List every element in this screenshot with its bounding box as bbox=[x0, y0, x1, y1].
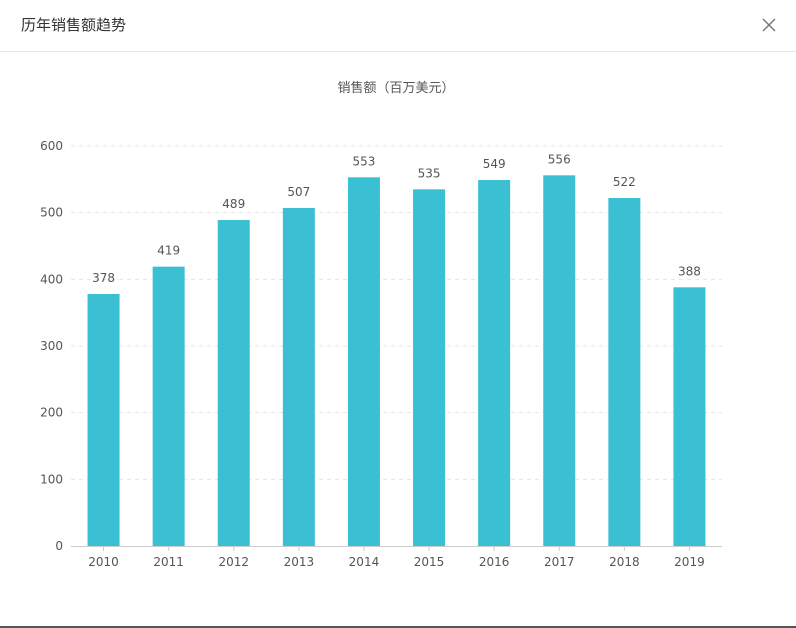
x-tick-label: 2015 bbox=[414, 555, 445, 569]
x-tick-label: 2012 bbox=[218, 555, 249, 569]
data-label: 489 bbox=[222, 197, 245, 211]
x-tick-label: 2013 bbox=[284, 555, 315, 569]
bar bbox=[152, 266, 185, 546]
y-tick-label: 500 bbox=[40, 206, 63, 220]
bar bbox=[217, 220, 250, 546]
y-tick-label: 600 bbox=[40, 139, 63, 153]
close-icon[interactable] bbox=[759, 15, 779, 35]
x-tick-label: 2019 bbox=[674, 555, 705, 569]
y-tick-label: 0 bbox=[55, 539, 63, 553]
x-tick-label: 2017 bbox=[544, 555, 575, 569]
data-label: 553 bbox=[352, 154, 375, 168]
x-tick-label: 2016 bbox=[479, 555, 510, 569]
bar bbox=[282, 208, 315, 546]
y-tick-label: 300 bbox=[40, 339, 63, 353]
x-tick-label: 2011 bbox=[153, 555, 184, 569]
x-tick-label: 2018 bbox=[609, 555, 640, 569]
bar bbox=[87, 294, 120, 546]
x-tick-label: 2010 bbox=[88, 555, 119, 569]
bar bbox=[608, 198, 641, 546]
bar bbox=[347, 177, 380, 546]
bar bbox=[413, 189, 446, 547]
x-tick-label: 2014 bbox=[349, 555, 380, 569]
data-label: 419 bbox=[157, 244, 180, 258]
y-tick-label: 100 bbox=[40, 472, 63, 486]
bar bbox=[543, 175, 576, 546]
y-tick-label: 400 bbox=[40, 272, 63, 286]
data-label: 522 bbox=[613, 175, 636, 189]
data-label: 535 bbox=[418, 166, 441, 180]
close-icon-glyph bbox=[762, 18, 776, 32]
data-label: 549 bbox=[483, 157, 506, 171]
bottom-border bbox=[0, 626, 796, 628]
bar bbox=[478, 180, 511, 546]
chart-title: 销售额（百万美元） bbox=[337, 80, 454, 96]
bar-chart: 销售额（百万美元） 0 100 200 300 400 500 600 378 2010 419 2… bbox=[40, 80, 722, 569]
data-label: 378 bbox=[92, 271, 115, 285]
dialog-header: 历年销售额趋势 bbox=[0, 0, 796, 52]
bar bbox=[673, 287, 706, 546]
data-label: 388 bbox=[678, 264, 701, 278]
data-label: 556 bbox=[548, 152, 571, 166]
dialog-title: 历年销售额趋势 bbox=[21, 16, 127, 34]
data-label: 507 bbox=[287, 185, 310, 199]
y-tick-label: 200 bbox=[40, 406, 63, 420]
